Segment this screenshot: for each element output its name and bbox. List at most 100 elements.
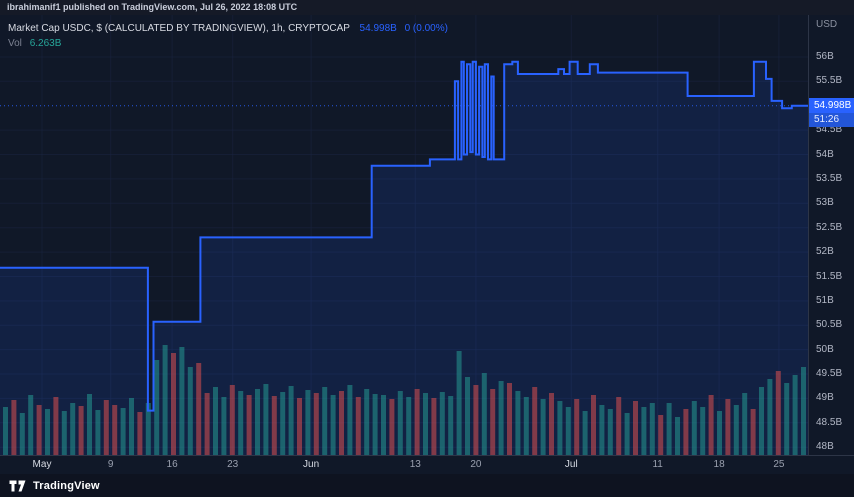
volume-bar xyxy=(406,397,412,455)
badge-price-label: 54.998B xyxy=(809,97,854,113)
volume-bar xyxy=(532,387,538,455)
x-axis-label: Jul xyxy=(564,459,578,470)
y-axis-label: 53B xyxy=(816,197,834,209)
y-axis-label: 52B xyxy=(816,246,834,258)
volume-bar xyxy=(204,393,210,455)
volume-bar xyxy=(255,389,260,455)
y-axis-label: 53.5B xyxy=(816,172,843,184)
tradingview-logo-icon[interactable] xyxy=(9,479,27,493)
volume-bar xyxy=(767,379,773,455)
volume-bar xyxy=(103,400,109,455)
volume-bar xyxy=(456,351,462,455)
volume-bar xyxy=(355,397,361,455)
y-axis-label: 54.5B xyxy=(816,124,843,136)
volume-bar xyxy=(700,407,706,455)
volume-bar xyxy=(759,387,764,455)
volume-bar xyxy=(45,409,50,455)
y-axis-label: 48B xyxy=(816,441,834,453)
volume-bar xyxy=(448,396,454,455)
volume-bar xyxy=(95,410,101,455)
symbol-title[interactable]: Market Cap USDC, $ (CALCULATED BY TRADIN… xyxy=(8,23,350,34)
volume-bar xyxy=(666,403,672,455)
volume-bar xyxy=(187,367,193,455)
volume-bar xyxy=(238,391,244,455)
volume-bar xyxy=(591,395,596,455)
volume-bar xyxy=(717,411,722,455)
volume-bar xyxy=(633,401,638,455)
volume-bar xyxy=(557,401,563,455)
volume-bar xyxy=(221,397,227,455)
volume-bar xyxy=(3,407,8,455)
y-axis-label: 51.5B xyxy=(816,270,843,282)
volume-bar xyxy=(675,417,680,455)
x-axis-label: 13 xyxy=(409,459,421,470)
volume-bar xyxy=(297,398,302,455)
y-axis-label: 51B xyxy=(816,294,834,306)
volume-bar xyxy=(145,403,151,455)
area-fill xyxy=(0,61,808,455)
volume-bar xyxy=(423,393,428,455)
footer-bar: TradingView xyxy=(0,474,854,497)
x-axis-label: Jun xyxy=(303,459,320,470)
volume-bar xyxy=(473,385,479,455)
volume-bar xyxy=(372,394,378,455)
volume-bar xyxy=(574,399,580,455)
volume-bar xyxy=(137,412,143,455)
volume-bar xyxy=(330,395,336,455)
volume-bar xyxy=(540,399,546,455)
volume-bar xyxy=(61,411,67,455)
y-axis-label: 49.5B xyxy=(816,368,843,379)
volume-bar xyxy=(750,409,756,455)
volume-bar xyxy=(683,409,689,455)
volume-bar xyxy=(616,397,622,455)
volume-bar xyxy=(565,407,571,455)
price-line-series xyxy=(0,60,808,412)
x-axis-label: 9 xyxy=(107,459,114,470)
volume-bar xyxy=(725,399,731,455)
x-axis-label: 18 xyxy=(713,459,725,470)
volume-bar xyxy=(271,396,277,455)
volume-bar xyxy=(347,385,353,455)
volume-bar xyxy=(179,347,185,455)
volume-bar xyxy=(465,377,470,455)
volume-bar xyxy=(549,393,554,455)
volume-bar xyxy=(120,408,126,455)
chart-area[interactable]: Market Cap USDC, $ (CALCULATED BY TRADIN… xyxy=(0,15,808,455)
volume-bar xyxy=(112,405,118,455)
price-axis[interactable]: USD 54.998B 51:26 56B 55.5B 54.5B 54B 53.5B 5… xyxy=(808,15,854,455)
volume-bar xyxy=(431,398,437,455)
volume-bar xyxy=(801,367,806,455)
publish-bar: ibrahimanif1 published on TradingView.co… xyxy=(0,0,854,15)
badge-countdown-timer: 51:26 xyxy=(809,112,854,127)
volume-bar xyxy=(389,399,395,455)
volume-bar xyxy=(708,395,714,455)
volume-bar xyxy=(280,392,286,455)
volume-bar xyxy=(658,415,664,455)
price-chart-plot[interactable] xyxy=(0,15,808,455)
time-axis[interactable]: May 9 16 23 Jun 13 20 Jul 11 18 25 xyxy=(0,455,854,474)
volume-bar xyxy=(691,401,697,455)
volume-bar xyxy=(792,375,798,455)
y-axis-label: 49B xyxy=(816,392,834,404)
y-axis-label: 56B xyxy=(816,51,834,62)
volume-bar xyxy=(507,383,512,455)
volume-bar xyxy=(624,413,630,455)
volume-bar xyxy=(213,387,218,455)
publish-text: ibrahimanif1 published on TradingView.co… xyxy=(7,2,298,12)
y-axis-label: 54B xyxy=(816,148,834,160)
y-axis-label: 55.5B xyxy=(816,75,843,87)
volume-bar xyxy=(196,363,202,455)
volume-bar xyxy=(414,389,420,455)
volume-bar xyxy=(246,395,252,455)
volume-bar xyxy=(523,397,529,455)
volume-bar xyxy=(481,373,487,455)
tradingview-brand[interactable]: TradingView xyxy=(33,479,100,492)
volume-bar xyxy=(129,398,134,455)
volume-bar xyxy=(515,391,521,455)
volume-bar xyxy=(171,353,176,455)
x-axis-label: 11 xyxy=(652,459,663,470)
volume-bar xyxy=(498,381,504,455)
price-axis-unit: USD xyxy=(816,19,838,30)
volume-bar xyxy=(490,389,496,455)
